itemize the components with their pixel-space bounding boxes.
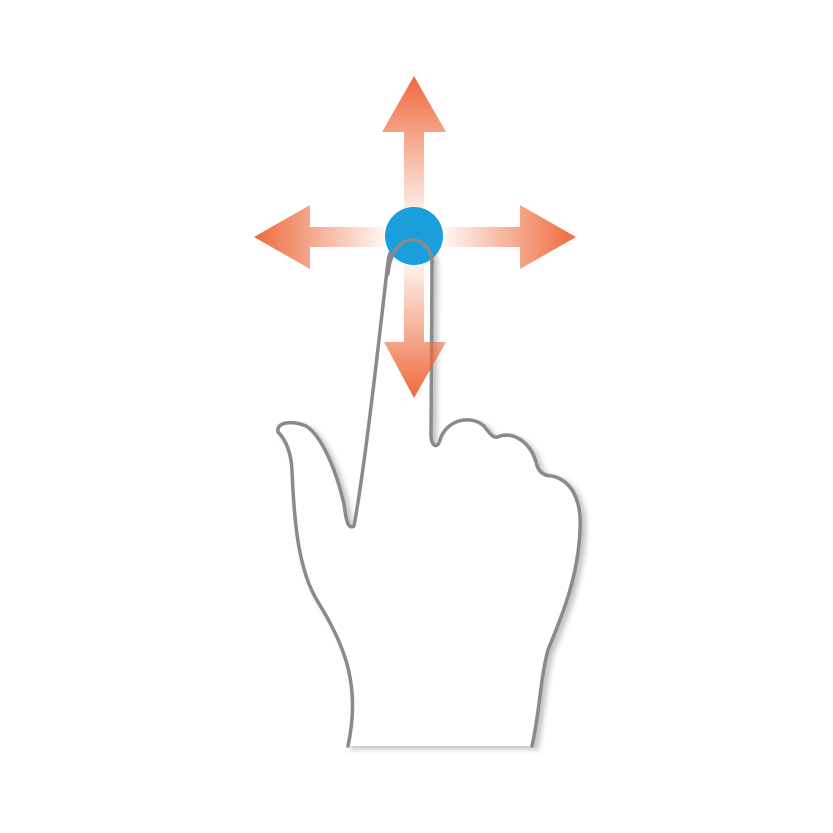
arrow-right-icon [436, 205, 576, 269]
arrow-up-icon [382, 76, 446, 228]
arrow-down-icon [384, 252, 446, 398]
hand-icon [276, 236, 582, 748]
arrow-left-icon [254, 205, 392, 269]
fingertip-outline [386, 238, 434, 276]
